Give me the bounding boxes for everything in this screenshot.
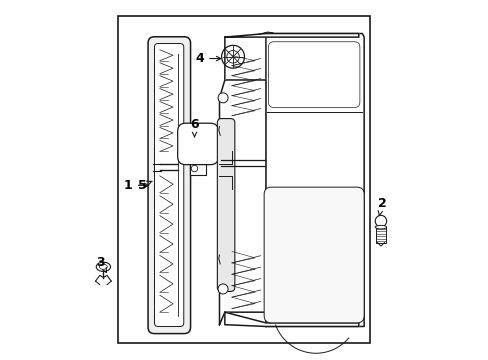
Circle shape bbox=[374, 215, 386, 227]
Bar bbox=[188, 157, 207, 162]
Ellipse shape bbox=[99, 264, 107, 269]
Bar bbox=[271, 44, 356, 105]
Text: 1: 1 bbox=[124, 179, 148, 192]
Polygon shape bbox=[224, 33, 358, 80]
Ellipse shape bbox=[374, 225, 386, 229]
Circle shape bbox=[226, 50, 239, 63]
Bar bbox=[190, 160, 205, 175]
Text: 3: 3 bbox=[97, 256, 106, 273]
FancyBboxPatch shape bbox=[177, 123, 218, 165]
FancyBboxPatch shape bbox=[268, 42, 359, 108]
Text: 2: 2 bbox=[377, 197, 386, 216]
FancyBboxPatch shape bbox=[154, 44, 183, 327]
Ellipse shape bbox=[96, 262, 110, 271]
Text: 4: 4 bbox=[195, 52, 221, 65]
Circle shape bbox=[191, 165, 197, 172]
Text: 6: 6 bbox=[190, 118, 199, 137]
FancyBboxPatch shape bbox=[264, 187, 364, 323]
Text: 5: 5 bbox=[137, 179, 152, 192]
Polygon shape bbox=[224, 312, 358, 327]
Circle shape bbox=[218, 93, 227, 103]
Circle shape bbox=[221, 45, 244, 68]
Bar bbox=[118, 16, 369, 342]
FancyBboxPatch shape bbox=[217, 118, 234, 292]
Circle shape bbox=[218, 284, 227, 294]
FancyBboxPatch shape bbox=[148, 37, 190, 334]
Polygon shape bbox=[219, 80, 265, 325]
Polygon shape bbox=[265, 33, 364, 327]
